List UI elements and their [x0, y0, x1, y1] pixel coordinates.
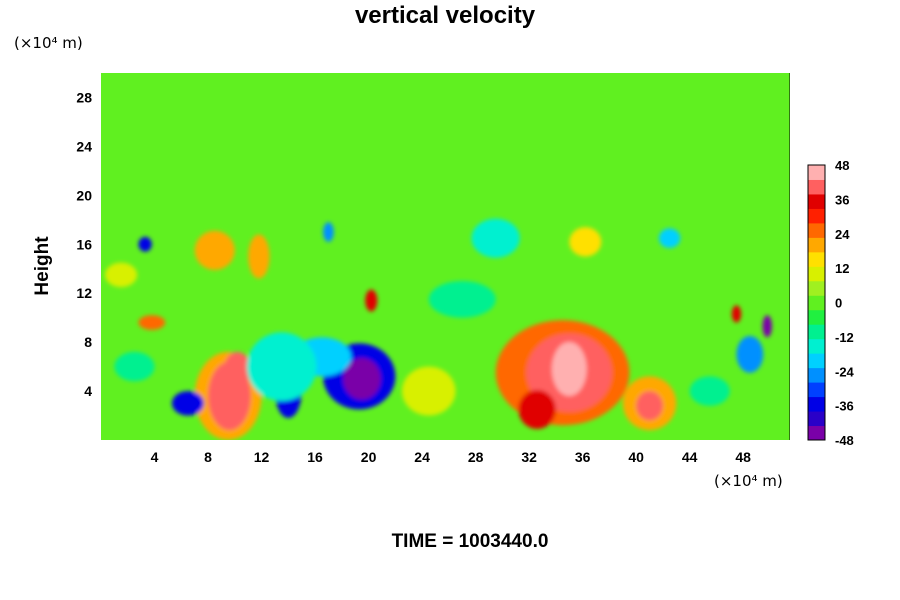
- plot-area: [101, 73, 790, 440]
- y-tick-label: 16: [76, 236, 92, 252]
- x-tick-label: 4: [151, 449, 159, 465]
- contour-feature-29: [105, 262, 138, 288]
- colorbar-segment: [808, 208, 825, 224]
- contour-feature-18: [194, 230, 235, 270]
- x-tick-label: 36: [575, 449, 591, 465]
- contour-feature-14: [246, 332, 317, 401]
- contour-feature-17: [138, 236, 152, 252]
- y-tick-label: 24: [76, 138, 92, 154]
- contour-feature-28: [402, 366, 456, 416]
- contour-feature-26: [689, 376, 730, 406]
- colorbar-tick-label: -12: [835, 330, 854, 345]
- x-tick-label: 40: [628, 449, 644, 465]
- colorbar-tick-label: -24: [835, 364, 855, 379]
- colorbar-tick-label: 12: [835, 261, 849, 276]
- contour-feature-15: [365, 289, 378, 312]
- colorbar-segment: [808, 425, 825, 441]
- contour-feature-21: [731, 305, 742, 323]
- contour-feature-24: [658, 228, 681, 248]
- colorbar-segment: [808, 266, 825, 282]
- colorbar-tick-label: 24: [835, 227, 850, 242]
- x-tick-label: 20: [361, 449, 377, 465]
- colorbar-segment: [808, 338, 825, 354]
- colorbar-segment: [808, 396, 825, 412]
- colorbar-tick-label: 48: [835, 158, 849, 173]
- x-axis-unit: (×10⁴ m): [714, 472, 783, 490]
- contour-feature-27: [114, 351, 155, 382]
- colorbar-segment: [808, 367, 825, 383]
- colorbar-segment: [808, 237, 825, 253]
- colorbar-segment: [808, 353, 825, 369]
- colorbar-segment: [808, 309, 825, 325]
- colorbar: 48 36 24 12 0 -12 -24 -36 -48: [807, 158, 855, 448]
- colorbar-segment: [808, 382, 825, 398]
- colorbar-segment: [808, 280, 825, 296]
- x-tick-label: 12: [254, 449, 270, 465]
- y-tick-label: 4: [84, 383, 92, 399]
- contour-feature-3: [518, 389, 556, 429]
- x-tick-label: 32: [521, 449, 537, 465]
- x-tick-label: 48: [735, 449, 751, 465]
- colorbar-tick-label: -36: [835, 399, 854, 414]
- contour-feature-19: [248, 234, 270, 279]
- x-tick-label: 44: [682, 449, 698, 465]
- time-label: TIME = 1003440.0: [391, 531, 549, 552]
- colorbar-segment: [808, 165, 825, 180]
- y-axis-ticks: 4 8 12 16 20 24 28: [76, 89, 92, 399]
- colorbar-segment: [808, 295, 825, 311]
- colorbar-frame: [807, 164, 826, 441]
- colorbar-segment: [808, 411, 825, 427]
- contour-feature-31: [736, 336, 764, 373]
- contour-feature-10: [343, 358, 381, 400]
- y-axis-unit: (×10⁴ m): [14, 34, 83, 52]
- y-tick-label: 28: [76, 89, 92, 105]
- contour-feature-2: [551, 342, 587, 396]
- contour-feature-30: [428, 280, 496, 318]
- contour-feature-11: [171, 391, 205, 416]
- colorbar-tick-label: 36: [835, 192, 849, 207]
- colorbar-segment: [808, 324, 825, 340]
- contour-features: [105, 218, 772, 440]
- contour-feature-20: [762, 315, 772, 338]
- colorbar-segment: [808, 251, 825, 267]
- x-axis-ticks: 4 8 12 16 20 24 28 32 36 40 44 48: [151, 449, 752, 465]
- chart-title: vertical velocity: [354, 2, 536, 29]
- contour-feature-25: [323, 222, 334, 242]
- contour-feature-8: [224, 351, 251, 387]
- y-tick-label: 12: [76, 285, 92, 301]
- colorbar-segment: [808, 193, 825, 209]
- colorbar-segment: [808, 222, 825, 238]
- contour-feature-5: [636, 391, 663, 421]
- x-tick-label: 8: [204, 449, 212, 465]
- x-tick-label: 28: [468, 449, 484, 465]
- contour-feature-23: [569, 227, 602, 257]
- contour-feature-16: [138, 315, 166, 330]
- colorbar-segment: [808, 179, 825, 195]
- x-tick-label: 24: [414, 449, 430, 465]
- x-tick-label: 16: [307, 449, 323, 465]
- contour-feature-22: [471, 218, 520, 258]
- y-tick-label: 20: [76, 187, 92, 203]
- y-tick-label: 8: [84, 334, 92, 350]
- colorbar-tick-label: -48: [835, 433, 854, 448]
- colorbar-tick-label: 0: [835, 296, 842, 311]
